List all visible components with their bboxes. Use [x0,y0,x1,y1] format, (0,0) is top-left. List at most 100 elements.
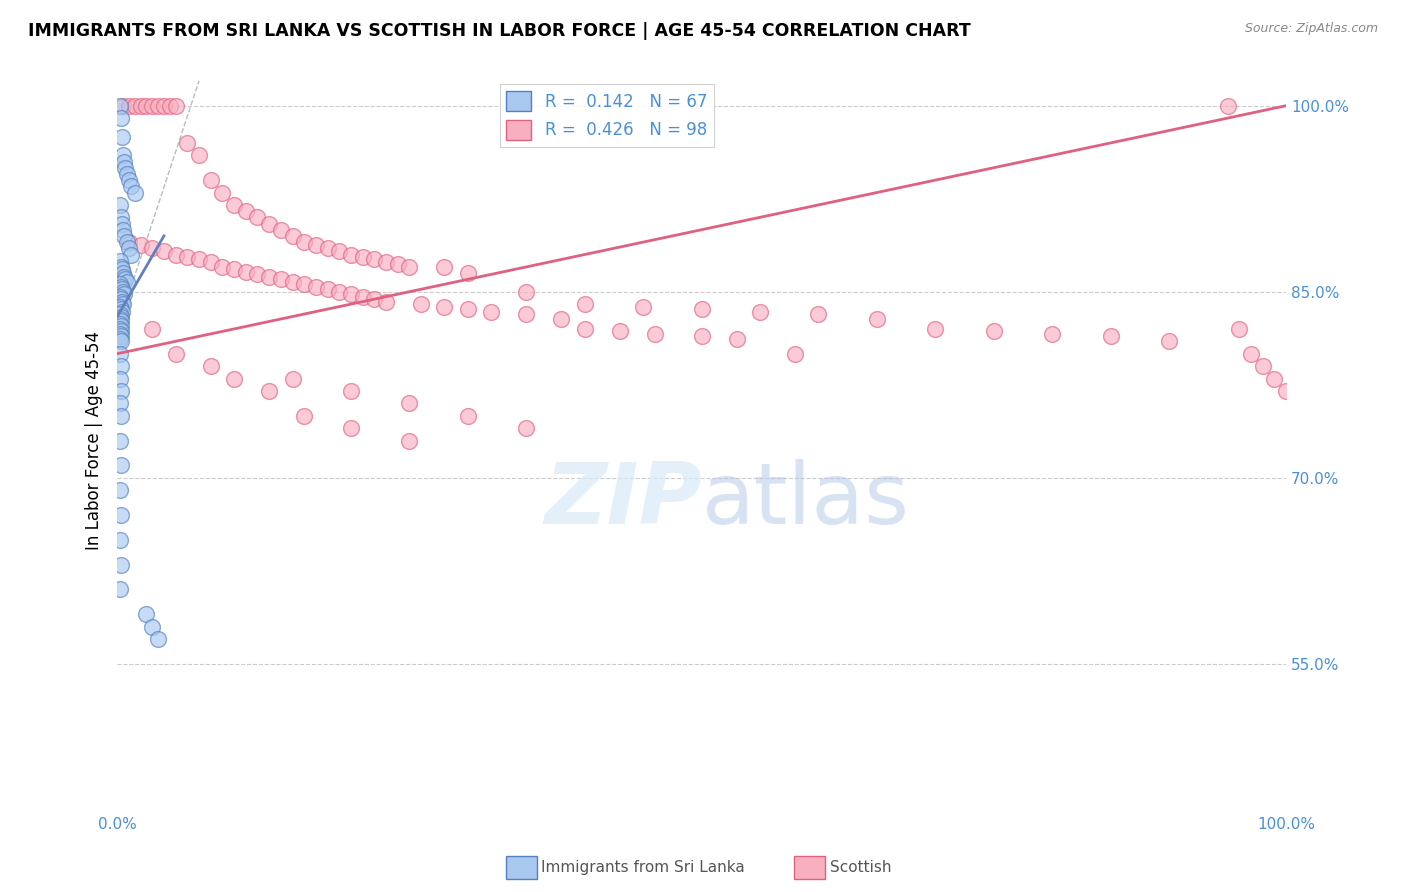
Point [124,99,146,113]
Point [644,326,666,341]
Point [110,325,132,339]
Point [375,255,398,269]
Point [200,173,222,187]
Point [135,99,157,113]
Point [515,285,537,299]
Point [222,198,245,212]
Point [305,279,328,293]
Point [114,272,136,286]
Point [124,186,146,200]
Point [807,307,830,321]
Text: Scottish: Scottish [830,860,891,874]
Point [112,154,135,169]
Point [222,371,245,385]
Point [316,282,339,296]
Point [292,235,315,249]
Point [141,99,163,113]
Point [1157,334,1180,349]
Point [352,290,374,304]
Point [114,161,136,175]
Point [110,329,132,343]
Text: Source: ZipAtlas.com: Source: ZipAtlas.com [1244,22,1378,36]
Point [110,558,132,572]
Point [159,99,181,113]
Point [292,277,315,292]
Point [111,129,134,144]
Point [398,396,420,410]
Point [108,312,131,326]
Point [110,334,132,349]
Point [108,198,131,212]
Point [270,223,292,237]
Point [110,409,132,423]
Point [363,292,385,306]
Point [141,241,163,255]
Point [1251,359,1274,373]
Point [866,312,889,326]
Point [328,285,350,299]
Point [108,347,131,361]
Point [176,136,198,150]
Point [110,292,132,306]
Point [316,241,339,255]
Point [574,322,596,336]
Point [108,99,131,113]
Point [108,322,131,336]
Point [188,252,211,267]
Point [1275,384,1298,398]
Point [110,384,132,398]
Point [112,99,135,113]
Point [110,314,132,328]
Point [108,582,131,597]
Point [112,266,135,280]
Point [108,371,131,385]
Point [749,304,772,318]
Point [257,384,280,398]
Point [211,260,233,274]
Point [108,483,131,497]
Point [246,268,269,282]
Point [141,619,163,633]
Point [235,265,257,279]
Point [200,359,222,373]
Point [352,250,374,264]
Legend: R =  0.142   N = 67, R =  0.426   N = 98: R = 0.142 N = 67, R = 0.426 N = 98 [499,84,714,146]
Point [235,204,257,219]
Point [110,279,132,293]
Point [328,244,350,258]
Point [515,307,537,321]
Point [983,325,1005,339]
Point [110,508,132,522]
Y-axis label: In Labor Force | Age 45-54: In Labor Force | Age 45-54 [86,331,103,550]
Point [281,275,304,289]
Point [165,247,187,261]
Point [165,99,187,113]
Point [146,99,169,113]
Point [108,332,131,346]
Point [112,223,135,237]
Point [111,217,134,231]
Point [111,282,134,296]
Point [108,290,131,304]
Point [118,173,141,187]
Point [574,297,596,311]
Point [409,297,432,311]
Point [135,607,157,621]
Point [457,266,479,280]
Point [176,250,198,264]
Point [111,262,134,277]
Point [270,272,292,286]
Point [783,347,806,361]
Text: atlas: atlas [702,458,910,541]
Point [690,302,713,317]
Point [111,304,134,318]
Point [515,421,537,435]
Point [363,252,385,267]
Point [112,297,135,311]
Point [120,179,142,194]
Point [110,260,132,274]
Point [115,235,138,249]
Point [153,99,176,113]
Point [108,326,131,341]
Point [1240,347,1263,361]
